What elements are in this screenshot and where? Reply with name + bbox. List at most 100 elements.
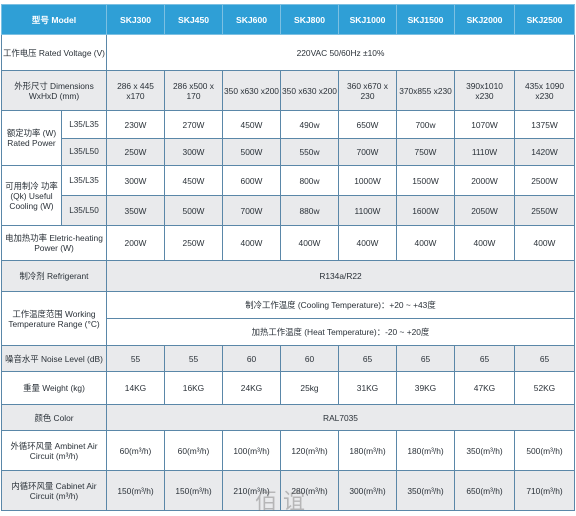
header-model: SKJ300 bbox=[106, 4, 165, 35]
header-model: SKJ2500 bbox=[514, 4, 575, 35]
heating-cell: 400W bbox=[396, 225, 455, 261]
weight-cell: 25kg bbox=[280, 371, 339, 405]
row-cooling-1: 可用制冷 功率 (Qk) Useful Cooling (W) L35/L35 … bbox=[1, 165, 575, 226]
header-model: SKJ2000 bbox=[454, 4, 515, 35]
spec-table: 型号 Model SKJ300 SKJ450 SKJ600 SKJ800 SKJ… bbox=[1, 4, 575, 511]
cooling-cell: 350W bbox=[106, 195, 165, 226]
cabinet-air-cell: 150(m³/h) bbox=[164, 470, 223, 511]
row-dimensions: 外形尺寸 Dimensions WxHxD (mm) 286 x 445 x17… bbox=[1, 70, 575, 111]
dimensions-cell: 435x 1090 x230 bbox=[514, 70, 575, 111]
color-label: 颜色 Color bbox=[1, 404, 107, 431]
row-cooling-2: L35/L50 350W 500W 700W 880w 1100W 1600W … bbox=[2, 195, 575, 226]
power-cell: 700W bbox=[338, 138, 397, 166]
ambient-air-cell: 60(m³/h) bbox=[106, 430, 165, 471]
row-temperature-heating: 加热工作温度 (Heat Temperature)：-20 ~ +20度 bbox=[2, 318, 575, 346]
ambient-air-cell: 180(m³/h) bbox=[338, 430, 397, 471]
cooling-cell: 1100W bbox=[338, 195, 397, 226]
dimensions-cell: 286 x 445 x170 bbox=[106, 70, 165, 111]
noise-cell: 65 bbox=[514, 345, 575, 372]
noise-cell: 60 bbox=[222, 345, 281, 372]
refrigerant-label: 制冷剂 Refrigerant bbox=[1, 260, 107, 292]
row-weight: 重量 Weight (kg) 14KG 16KG 24KG 25kg 31KG … bbox=[1, 371, 575, 405]
voltage-value: 220VAC 50/60Hz ±10% bbox=[106, 34, 575, 71]
dimensions-cell: 360 x670 x 230 bbox=[338, 70, 397, 111]
noise-cell: 65 bbox=[338, 345, 397, 372]
dimensions-cell: 390x1010 x230 bbox=[454, 70, 515, 111]
noise-cell: 55 bbox=[164, 345, 223, 372]
refrigerant-value: R134a/R22 bbox=[106, 260, 575, 292]
weight-cell: 24KG bbox=[222, 371, 281, 405]
header-row: 型号 Model SKJ300 SKJ450 SKJ600 SKJ800 SKJ… bbox=[1, 4, 575, 35]
cabinet-air-label: 内循环风量 Cabinet Air Circuit (m³/h) bbox=[1, 470, 107, 511]
cabinet-air-cell: 210(m³/h) bbox=[222, 470, 281, 511]
heating-cell: 400W bbox=[514, 225, 575, 261]
ambient-air-label: 外循环风量 Ambinet Air Circuit (m³/h) bbox=[1, 430, 107, 471]
cabinet-air-cell: 300(m³/h) bbox=[338, 470, 397, 511]
header-model: SKJ1000 bbox=[338, 4, 397, 35]
row-color: 颜色 Color RAL7035 bbox=[1, 404, 575, 431]
dimensions-cell: 350 x630 x200 bbox=[280, 70, 339, 111]
power-cell: 230W bbox=[106, 110, 165, 139]
row-noise: 噪音水平 Noise Level (dB) 55 55 60 60 65 65 … bbox=[1, 345, 575, 372]
noise-cell: 60 bbox=[280, 345, 339, 372]
cabinet-air-cell: 710(m³/h) bbox=[514, 470, 575, 511]
row-power-2: L35/L50 250W 300W 500W 550w 700W 750W 11… bbox=[2, 138, 575, 166]
temperature-label: 工作温度范围 Working Temperature Range (°C) bbox=[1, 291, 107, 346]
power-cell: 550w bbox=[280, 138, 339, 166]
heating-cell: 400W bbox=[222, 225, 281, 261]
cooling-cell: 800w bbox=[280, 165, 339, 196]
cooling-cell: 500W bbox=[164, 195, 223, 226]
power-cell: 500W bbox=[222, 138, 281, 166]
power-cell: 450W bbox=[222, 110, 281, 139]
weight-cell: 39KG bbox=[396, 371, 455, 405]
cooling-cell: 2550W bbox=[514, 195, 575, 226]
power-cell: 1420W bbox=[514, 138, 575, 166]
power-cell: 700w bbox=[396, 110, 455, 139]
power-sub-label: L35/L50 bbox=[61, 138, 107, 166]
cooling-sub-label: L35/L35 bbox=[61, 165, 107, 196]
weight-cell: 52KG bbox=[514, 371, 575, 405]
cooling-cell: 2050W bbox=[454, 195, 515, 226]
cooling-cell: 1000W bbox=[338, 165, 397, 196]
power-cell: 750W bbox=[396, 138, 455, 166]
power-cell: 270W bbox=[164, 110, 223, 139]
header-model-label: 型号 Model bbox=[1, 4, 107, 35]
heating-cell: 400W bbox=[338, 225, 397, 261]
heating-cell: 200W bbox=[106, 225, 165, 261]
weight-cell: 14KG bbox=[106, 371, 165, 405]
cooling-cell: 1500W bbox=[396, 165, 455, 196]
power-label: 额定功率 (W) Rated Power bbox=[1, 110, 62, 166]
weight-cell: 16KG bbox=[164, 371, 223, 405]
power-cell: 490w bbox=[280, 110, 339, 139]
cooling-cell: 2000W bbox=[454, 165, 515, 196]
cooling-cell: 450W bbox=[164, 165, 223, 196]
noise-cell: 65 bbox=[454, 345, 515, 372]
heating-label: 电加热功率 Eletric-heating Power (W) bbox=[1, 225, 107, 261]
row-refrigerant: 制冷剂 Refrigerant R134a/R22 bbox=[1, 260, 575, 292]
heating-cell: 400W bbox=[454, 225, 515, 261]
header-model: SKJ600 bbox=[222, 4, 281, 35]
dimensions-cell: 286 x500 x 170 bbox=[164, 70, 223, 111]
power-sub-label: L35/L35 bbox=[61, 110, 107, 139]
weight-cell: 31KG bbox=[338, 371, 397, 405]
ambient-air-cell: 350(m³/h) bbox=[454, 430, 515, 471]
row-power-1: 额定功率 (W) Rated Power L35/L35 230W 270W 4… bbox=[1, 110, 575, 166]
noise-cell: 65 bbox=[396, 345, 455, 372]
power-cell: 650W bbox=[338, 110, 397, 139]
ambient-air-cell: 100(m³/h) bbox=[222, 430, 281, 471]
noise-label: 噪音水平 Noise Level (dB) bbox=[1, 345, 107, 372]
cooling-cell: 300W bbox=[106, 165, 165, 196]
temperature-cooling-value: 制冷工作温度 (Cooling Temperature)：+20 ~ +43度 bbox=[106, 291, 575, 319]
heating-cell: 250W bbox=[164, 225, 223, 261]
heating-cell: 400W bbox=[280, 225, 339, 261]
dimensions-label: 外形尺寸 Dimensions WxHxD (mm) bbox=[1, 70, 107, 111]
noise-cell: 55 bbox=[106, 345, 165, 372]
cabinet-air-cell: 350(m³/h) bbox=[396, 470, 455, 511]
ambient-air-cell: 60(m³/h) bbox=[164, 430, 223, 471]
power-cell: 300W bbox=[164, 138, 223, 166]
row-ambient-air: 外循环风量 Ambinet Air Circuit (m³/h) 60(m³/h… bbox=[1, 430, 575, 471]
ambient-air-cell: 500(m³/h) bbox=[514, 430, 575, 471]
cabinet-air-cell: 280(m³/h) bbox=[280, 470, 339, 511]
header-model: SKJ800 bbox=[280, 4, 339, 35]
